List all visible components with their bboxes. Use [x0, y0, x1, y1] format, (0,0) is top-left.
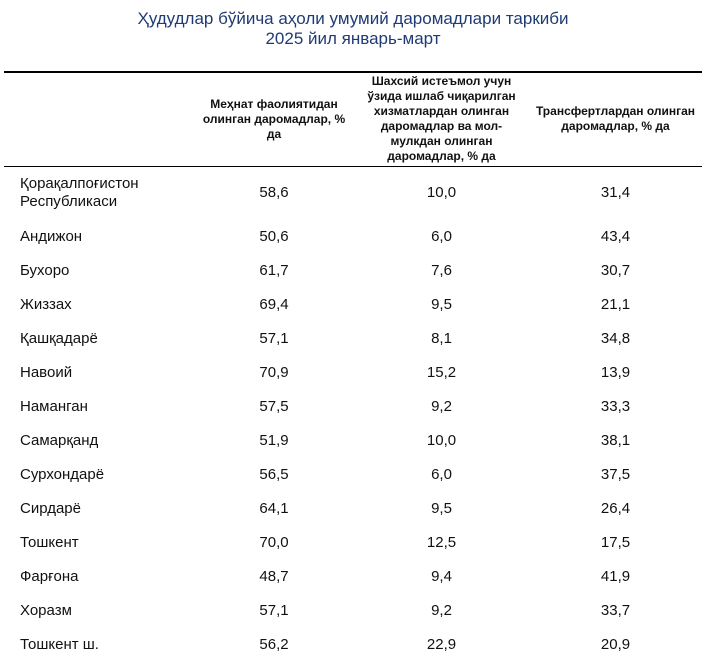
- transfers-income-cell: 34,8: [600, 330, 631, 347]
- region-cell: Қашқадарё: [20, 330, 98, 347]
- region-cell: Қорақалпоғистон Республикаси: [20, 175, 139, 211]
- header-region: [4, 71, 194, 167]
- labor-income-cell: 50,6: [259, 228, 289, 245]
- transfers-income-cell: 33,7: [600, 602, 631, 619]
- header-row: Меҳнат фаолиятидан олинган даромадлар, %…: [4, 71, 702, 167]
- table-row: Сирдарё 64,1 9,5 26,4: [4, 492, 702, 526]
- transfers-income-cell: 43,4: [600, 228, 631, 245]
- transfers-income-cell: 20,9: [600, 636, 631, 653]
- transfers-income-cell: 26,4: [600, 500, 631, 517]
- table-row: Навоий 70,9 15,2 13,9: [4, 356, 702, 390]
- own-production-income-cell: 15,2: [426, 364, 457, 381]
- document-title: Ҳудудлар бўйича аҳоли умумий даромадлари…: [0, 9, 706, 49]
- own-production-income-cell: 7,6: [431, 262, 452, 279]
- table-row: Бухоро 61,7 7,6 30,7: [4, 254, 702, 288]
- own-production-income-cell: 9,2: [431, 602, 452, 619]
- region-cell: Тошкент ш.: [20, 636, 99, 653]
- own-production-income-cell: 10,0: [426, 184, 457, 202]
- table-row: Наманган 57,5 9,2 33,3: [4, 390, 702, 424]
- header-transfers-income: Трансфертлардан олинган даромадлар, % да: [529, 71, 702, 167]
- table-row: Тошкент ш. 56,2 22,9 20,9: [4, 628, 702, 662]
- table-row: Тошкент 70,0 12,5 17,5: [4, 526, 702, 560]
- own-production-income-cell: 9,5: [431, 500, 452, 517]
- transfers-income-cell: 31,4: [600, 184, 631, 202]
- table-row: Фарғона 48,7 9,4 41,9: [4, 560, 702, 594]
- transfers-income-cell: 33,3: [600, 398, 631, 415]
- table-row: Қорақалпоғистон Республикаси 58,6 10,0 31,4: [4, 166, 702, 220]
- own-production-income-cell: 8,1: [431, 330, 452, 347]
- table-row: Андижон 50,6 6,0 43,4: [4, 220, 702, 254]
- header-labor-income: Меҳнат фаолиятидан олинган даромадлар, %…: [194, 71, 354, 167]
- table-row: Жиззах 69,4 9,5 21,1: [4, 288, 702, 322]
- labor-income-cell: 61,7: [259, 262, 289, 279]
- transfers-income-cell: 30,7: [600, 262, 631, 279]
- labor-income-cell: 48,7: [259, 568, 289, 585]
- transfers-income-cell: 37,5: [600, 466, 631, 483]
- title-line-1: Ҳудудлар бўйича аҳоли умумий даромадлари…: [137, 9, 569, 28]
- transfers-income-cell: 38,1: [600, 432, 631, 449]
- income-structure-table: Меҳнат фаолиятидан олинган даромадлар, %…: [4, 71, 702, 662]
- labor-income-cell: 57,5: [259, 398, 289, 415]
- region-cell: Самарқанд: [20, 432, 99, 449]
- labor-income-cell: 70,9: [259, 364, 289, 381]
- title-line-2: 2025 йил январь-март: [265, 29, 441, 48]
- own-production-income-cell: 6,0: [431, 466, 452, 483]
- own-production-income-cell: 9,2: [431, 398, 452, 415]
- region-cell: Фарғона: [20, 568, 79, 585]
- labor-income-cell: 57,1: [259, 330, 289, 347]
- transfers-income-cell: 41,9: [600, 568, 631, 585]
- labor-income-cell: 56,2: [259, 636, 289, 653]
- own-production-income-cell: 9,5: [431, 296, 452, 313]
- labor-income-cell: 70,0: [259, 534, 289, 551]
- region-cell: Сурхондарё: [20, 466, 105, 483]
- transfers-income-cell: 21,1: [600, 296, 631, 313]
- own-production-income-cell: 12,5: [426, 534, 457, 551]
- table-body: Қорақалпоғистон Республикаси 58,6 10,0 31,4…: [4, 166, 702, 662]
- labor-income-cell: 58,6: [259, 184, 289, 202]
- region-cell: Жиззах: [20, 296, 72, 313]
- table-row: Самарқанд 51,9 10,0 38,1: [4, 424, 702, 458]
- own-production-income-cell: 6,0: [431, 228, 452, 245]
- table-row: Хоразм 57,1 9,2 33,7: [4, 594, 702, 628]
- transfers-income-cell: 13,9: [600, 364, 631, 381]
- transfers-income-cell: 17,5: [600, 534, 631, 551]
- region-cell: Тошкент: [20, 534, 79, 551]
- table-row: Сурхондарё 56,5 6,0 37,5: [4, 458, 702, 492]
- table-row: Қашқадарё 57,1 8,1 34,8: [4, 322, 702, 356]
- labor-income-cell: 51,9: [259, 432, 289, 449]
- own-production-income-cell: 10,0: [426, 432, 457, 449]
- header-own-production-income: Шахсий истеъмол учун ўзида ишлаб чиқарил…: [354, 71, 529, 167]
- region-cell: Наманган: [20, 398, 88, 415]
- labor-income-cell: 69,4: [259, 296, 289, 313]
- labor-income-cell: 64,1: [259, 500, 289, 517]
- region-cell: Навоий: [20, 364, 73, 381]
- region-cell: Андижон: [20, 228, 83, 245]
- own-production-income-cell: 22,9: [426, 636, 457, 653]
- region-cell: Бухоро: [20, 262, 70, 279]
- region-cell: Хоразм: [20, 602, 72, 619]
- own-production-income-cell: 9,4: [431, 568, 452, 585]
- region-cell: Сирдарё: [20, 500, 81, 517]
- table-header: Меҳнат фаолиятидан олинган даромадлар, %…: [4, 71, 702, 167]
- labor-income-cell: 57,1: [259, 602, 289, 619]
- labor-income-cell: 56,5: [259, 466, 289, 483]
